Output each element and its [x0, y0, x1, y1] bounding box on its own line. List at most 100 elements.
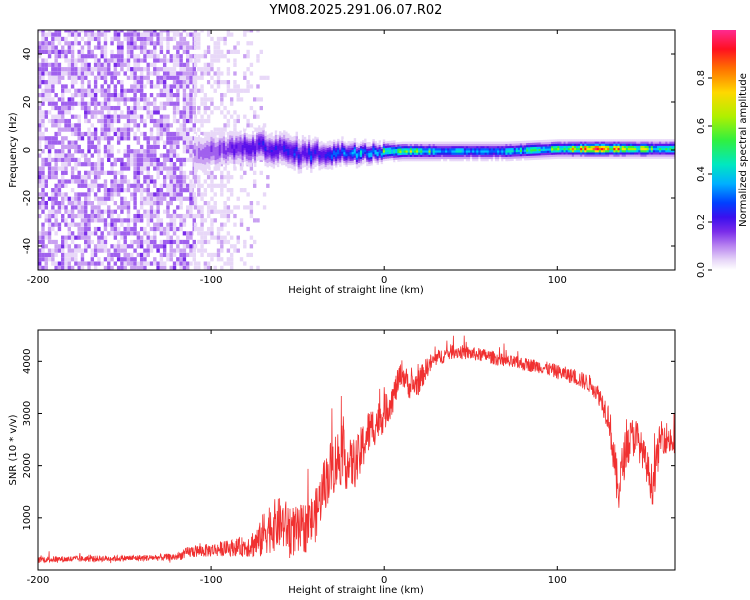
spectrogram-cell [559, 145, 562, 149]
spectrogram-cell [640, 154, 643, 157]
spectrogram-cell [193, 201, 198, 206]
spectrogram-cell [123, 101, 127, 106]
spectrogram-cell [100, 201, 104, 206]
spectrogram-cell [330, 163, 334, 166]
spectrogram-cell [625, 139, 629, 142]
spectrogram-cell [476, 158, 479, 162]
spectrogram-cell [153, 183, 157, 188]
spectrogram-cell [632, 154, 635, 157]
spectrogram-cell [149, 136, 154, 141]
spectrogram-cell [461, 154, 465, 157]
spectrogram-cell [218, 140, 222, 143]
spectrogram-cell [326, 158, 330, 161]
spectrogram-cell [582, 156, 585, 159]
spectrogram-cell [615, 147, 618, 151]
spectrogram-cell [61, 36, 65, 42]
spectrogram-cell [241, 142, 244, 145]
spectrogram-cell [422, 145, 425, 149]
spectrogram-cell [278, 141, 282, 145]
spectrogram-cell [103, 101, 108, 106]
spectrogram-cell [640, 147, 643, 151]
spectrogram-cell [212, 153, 215, 156]
spectrogram-cell [476, 156, 479, 160]
spectrogram-cell [213, 205, 217, 210]
spectrogram-cell [224, 154, 228, 157]
spectrogram-cell [70, 49, 75, 54]
spectrogram-cell [362, 146, 365, 150]
spectrogram-cell [449, 145, 452, 149]
spectrogram-cell [182, 75, 187, 80]
spectrogram-cell [203, 248, 208, 253]
spectrogram-cell [283, 158, 286, 161]
spectrogram-cell [90, 101, 95, 106]
spectrogram-cell [44, 110, 48, 115]
spectrogram-cell [214, 142, 217, 145]
spectrogram-cell [166, 175, 170, 180]
spectrogram-cell [384, 156, 388, 159]
spectrogram-cell [605, 141, 608, 144]
spectrogram-cell [264, 131, 267, 134]
spectrogram-cell [216, 127, 221, 132]
spectrogram-cell [293, 151, 296, 154]
spectrogram-cell [590, 156, 593, 159]
spectrogram-cell [621, 154, 625, 157]
spectrogram-cell [513, 141, 517, 144]
spectrogram-cell [176, 80, 180, 85]
spectrogram-cell [567, 156, 571, 159]
spectrogram-cell [47, 213, 52, 219]
spectrogram-cell [54, 140, 58, 145]
spectrogram-cell [557, 143, 560, 146]
spectrogram-cell [540, 146, 544, 149]
spectrogram-cell [582, 143, 585, 146]
spectrogram-cell [289, 141, 292, 145]
spectrogram-cell [77, 93, 81, 98]
spectrogram-cell [503, 148, 506, 151]
spectrogram-cell [172, 166, 177, 171]
spectrogram-cell [182, 179, 187, 184]
spectrogram-cell [301, 148, 305, 151]
spectrogram-cell [162, 75, 167, 80]
spectrogram-cell [484, 143, 487, 147]
spectrogram-cell [57, 222, 62, 227]
spectrogram-cell [57, 261, 62, 266]
spectrogram-cell [389, 149, 392, 152]
spectrogram-cell [189, 75, 193, 80]
spectrogram-cell [192, 239, 196, 245]
spectrogram-cell [182, 114, 187, 119]
spectrogram-cell [355, 146, 359, 150]
spectrogram-cell [578, 141, 581, 144]
spectrogram-cell [116, 36, 121, 42]
spectrogram-cell [203, 235, 208, 240]
spectrogram-cell [260, 127, 263, 130]
spectrogram-cell [310, 170, 313, 173]
spectrogram-cell [264, 157, 267, 160]
spectrogram-cell [212, 140, 215, 143]
spectrogram-cell [216, 226, 221, 232]
spectrogram-cell [159, 153, 164, 158]
spectrogram-cell [673, 152, 675, 155]
spectrogram-cell [136, 265, 141, 270]
spectrogram-cell [44, 175, 48, 180]
spectrogram-cell [268, 137, 271, 141]
spectrogram-cell [156, 36, 160, 42]
spectrogram-cell [233, 127, 237, 132]
spectrogram-cell [237, 144, 240, 148]
spectrogram-cell [220, 142, 224, 145]
spectrogram-cell [192, 218, 196, 223]
spectrogram-cell [434, 158, 438, 162]
spectrogram-cell [249, 244, 254, 249]
spectrogram-cell [100, 162, 104, 167]
spectrogram-cell [588, 147, 591, 151]
spectrogram-cell [237, 162, 240, 165]
spectrogram-cell [80, 71, 85, 76]
spectrogram-cell [461, 156, 465, 160]
spectrogram-cell [200, 139, 203, 142]
spectrogram-cell [247, 153, 251, 156]
spectrogram-cell [84, 170, 88, 175]
spectrogram-cell [179, 162, 183, 167]
spectrogram-cell [355, 163, 359, 167]
spectrogram-cell [291, 149, 294, 152]
spectrogram-cell [503, 152, 506, 155]
spectrogram-cell [571, 145, 575, 149]
spectrogram-cell [372, 156, 375, 159]
